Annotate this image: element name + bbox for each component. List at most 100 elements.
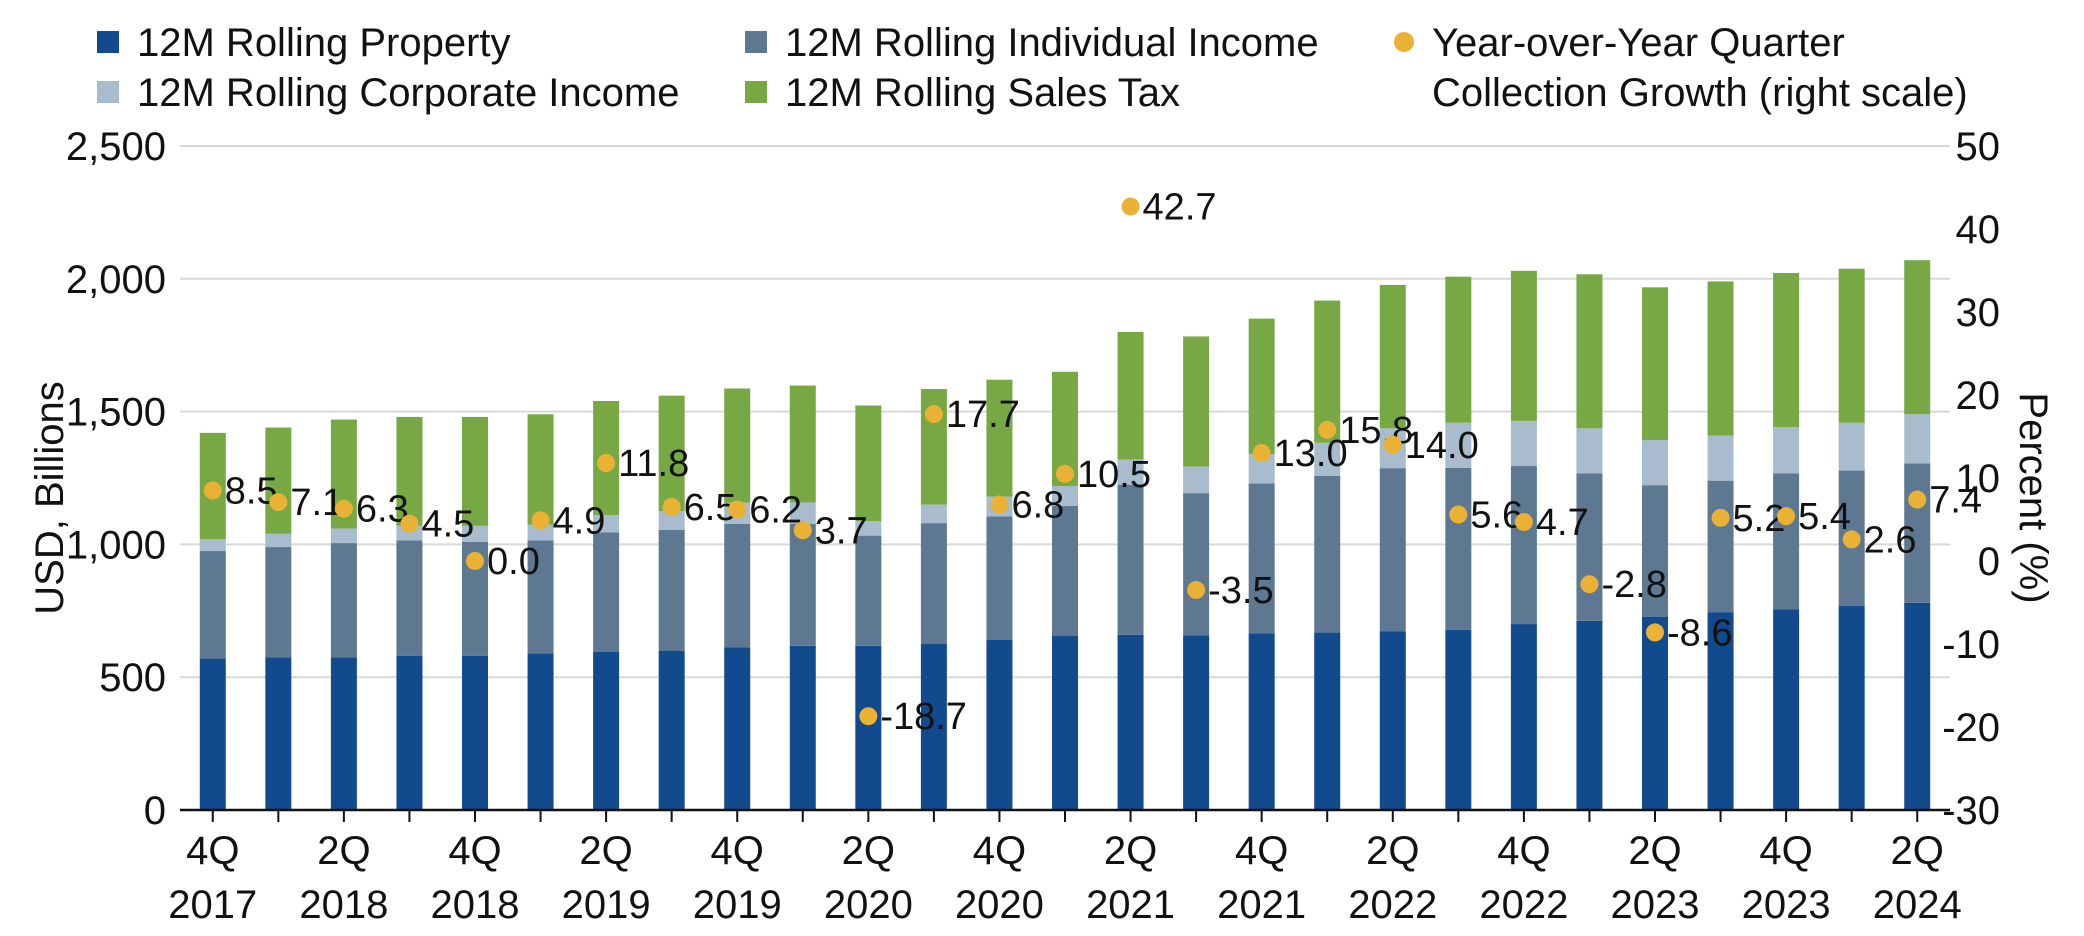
growth-dot-5	[531, 511, 550, 530]
bar-12m-rolling-corporate-income-6	[593, 515, 620, 533]
bar-12m-rolling-corporate-income-25	[1838, 422, 1865, 471]
x-tick-label-year: 2022	[1479, 883, 1568, 927]
bar-12m-rolling-individual-income-13	[1052, 505, 1078, 637]
bar-12m-rolling-sales-tax-8	[724, 388, 751, 503]
x-tick-label-quarter: 4Q	[186, 829, 239, 873]
growth-label-1: 7.1	[290, 482, 343, 524]
growth-dot-4	[466, 552, 484, 570]
x-tick-label-quarter: 4Q	[1759, 829, 1812, 873]
bar-12m-rolling-property-24	[1773, 609, 1800, 810]
y-axis-title-left: USD, Billions	[28, 381, 72, 614]
growth-label-23: 5.2	[1733, 498, 1786, 540]
bar-12m-rolling-sales-tax-5	[527, 414, 554, 525]
bar-12m-rolling-sales-tax-26	[1904, 260, 1931, 415]
bar-12m-rolling-individual-income-11	[920, 523, 947, 644]
bar-12m-rolling-sales-tax-1	[265, 427, 292, 534]
x-tick-label-year: 2024	[1873, 883, 1962, 927]
bar-12m-rolling-individual-income-16	[1248, 483, 1275, 634]
legend-label-12m-rolling-corporate-income: 12M Rolling Corporate Income	[137, 71, 679, 115]
y-tick-label-right: -20	[1942, 706, 2000, 750]
growth-dot-21	[1580, 575, 1599, 594]
y-tick-label-right: 10	[1956, 457, 2001, 501]
bar-12m-rolling-property-25	[1838, 606, 1865, 810]
bar-12m-rolling-individual-income-3	[396, 540, 423, 656]
bar-12m-rolling-property-22	[1642, 616, 1668, 810]
growth-label-5: 4.9	[553, 500, 606, 542]
growth-dot-2	[334, 499, 353, 518]
x-tick-label-quarter: 2Q	[1104, 829, 1157, 873]
growth-label-20: 4.7	[1536, 502, 1589, 544]
y-tick-label-left: 1,000	[66, 523, 166, 567]
growth-dot-9	[793, 521, 812, 540]
growth-label-2: 6.3	[356, 489, 409, 531]
bar-12m-rolling-sales-tax-21	[1576, 274, 1603, 429]
bar-12m-rolling-property-4	[462, 655, 488, 810]
growth-dot-25	[1842, 530, 1861, 549]
bar-12m-rolling-sales-tax-19	[1445, 276, 1472, 423]
legend-swatch-12m-rolling-property	[97, 31, 119, 53]
growth-dot-8	[728, 500, 747, 519]
growth-dot-6	[597, 454, 616, 473]
growth-dot-18	[1383, 435, 1402, 454]
growth-dot-24	[1777, 507, 1796, 526]
y-tick-label-right: -30	[1942, 789, 2000, 833]
bar-12m-rolling-corporate-income-5	[527, 524, 554, 541]
bar-12m-rolling-corporate-income-23	[1707, 435, 1734, 481]
bar-12m-rolling-corporate-income-24	[1773, 427, 1800, 474]
growth-dot-17	[1318, 420, 1337, 439]
growth-dot-0	[203, 481, 222, 500]
x-tick-label-quarter: 2Q	[1891, 829, 1944, 873]
growth-label-15: -3.5	[1208, 570, 1273, 612]
axes	[180, 808, 1950, 822]
x-tick-label-year: 2019	[693, 883, 782, 927]
growth-label-10: -18.7	[880, 696, 967, 738]
bar-12m-rolling-sales-tax-3	[396, 416, 423, 526]
bar-12m-rolling-sales-tax-4	[462, 416, 488, 526]
growth-label-24: 5.4	[1798, 496, 1851, 538]
bar-12m-rolling-corporate-income-21	[1576, 428, 1603, 474]
bar-12m-rolling-property-2	[330, 657, 357, 810]
growth-label-12: 6.8	[1011, 485, 1064, 527]
bar-12m-rolling-sales-tax-16	[1248, 318, 1275, 455]
bar-12m-rolling-property-20	[1510, 624, 1537, 810]
y-tick-label-right: 40	[1956, 208, 2001, 252]
bar-12m-rolling-property-9	[789, 645, 816, 810]
growth-label-9: 3.7	[815, 510, 868, 552]
growth-dot-10	[859, 707, 878, 726]
bar-12m-rolling-corporate-income-20	[1510, 420, 1537, 467]
bar-12m-rolling-property-18	[1379, 631, 1406, 810]
growth-label-0: 8.5	[225, 470, 278, 512]
bar-12m-rolling-property-15	[1183, 635, 1210, 810]
bar-12m-rolling-individual-income-2	[330, 543, 357, 658]
bar-12m-rolling-property-6	[593, 651, 620, 810]
growth-dot-1	[269, 493, 288, 512]
bar-12m-rolling-sales-tax-15	[1183, 336, 1210, 467]
bar-12m-rolling-individual-income-9	[789, 523, 816, 646]
bar-12m-rolling-individual-income-10	[855, 535, 882, 646]
bar-12m-rolling-property-21	[1576, 620, 1603, 810]
bar-12m-rolling-sales-tax-23	[1707, 281, 1734, 436]
y-tick-label-right: -10	[1942, 623, 2000, 667]
x-tick-label-quarter: 4Q	[1235, 829, 1288, 873]
bar-12m-rolling-property-5	[527, 653, 554, 810]
bar-12m-rolling-property-23	[1707, 612, 1734, 810]
growth-label-22: -8.6	[1667, 612, 1732, 654]
bar-12m-rolling-property-16	[1248, 633, 1275, 810]
bar-12m-rolling-individual-income-24	[1773, 473, 1800, 610]
bar-12m-rolling-property-8	[724, 647, 751, 810]
bar-12m-rolling-sales-tax-17	[1314, 300, 1341, 443]
growth-label-11: 17.7	[946, 394, 1020, 436]
growth-label-16: 13.0	[1274, 433, 1348, 475]
bar-12m-rolling-property-11	[920, 644, 947, 810]
x-tick-label-quarter: 4Q	[1497, 829, 1550, 873]
bar-12m-rolling-sales-tax-20	[1510, 270, 1537, 421]
growth-dot-19	[1449, 505, 1468, 524]
bar-12m-rolling-individual-income-20	[1510, 466, 1537, 625]
bar-12m-rolling-property-14	[1117, 634, 1144, 810]
bar-12m-rolling-individual-income-17	[1314, 475, 1341, 633]
growth-dot-11	[924, 405, 943, 424]
legend-swatch-12m-rolling-corporate-income	[97, 81, 119, 103]
growth-label-25: 2.6	[1864, 519, 1917, 561]
x-tick-label-quarter: 4Q	[448, 829, 501, 873]
bar-12m-rolling-corporate-income-1	[265, 533, 292, 548]
